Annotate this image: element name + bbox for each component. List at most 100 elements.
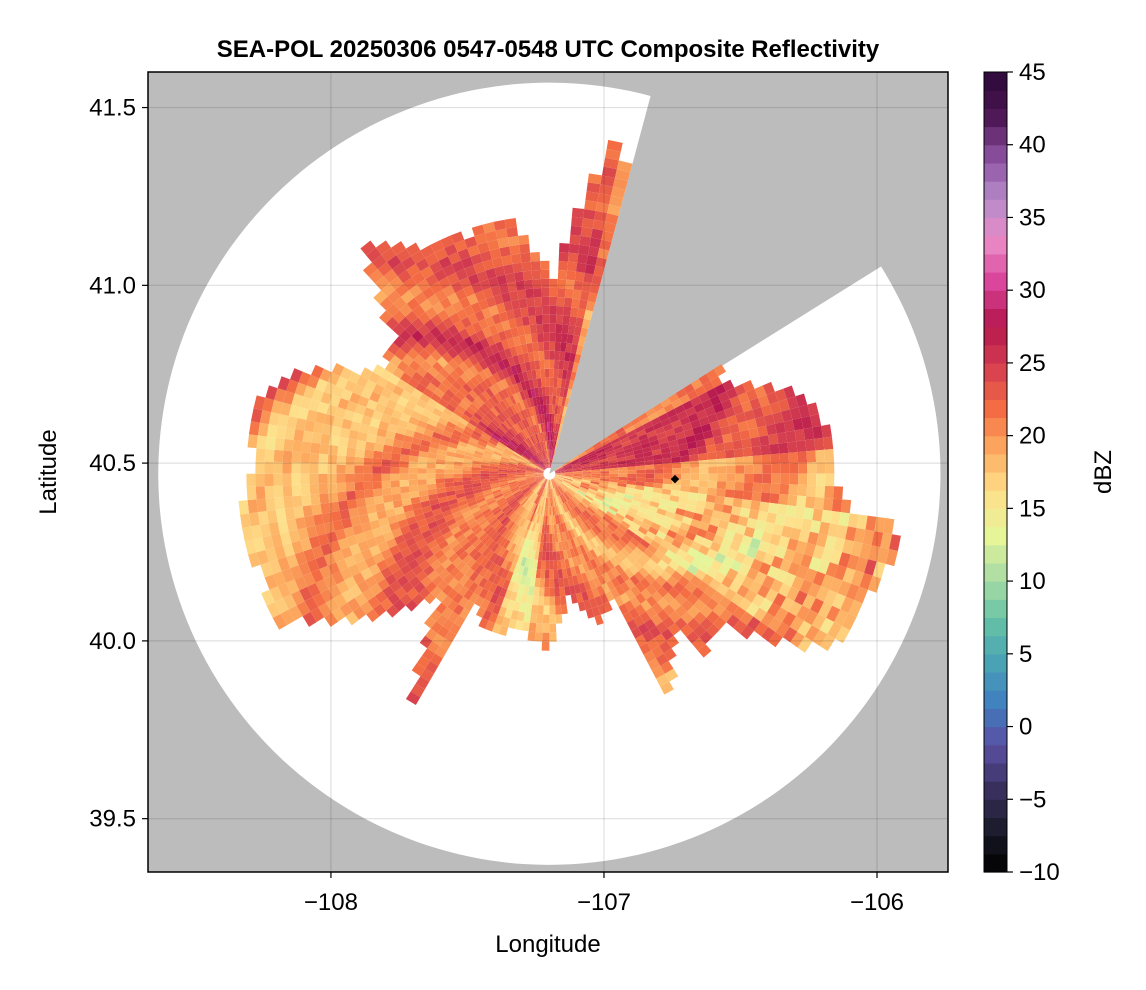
echo-cell [529,446,536,455]
echo-cell [492,508,502,516]
echo-cell [578,582,587,593]
echo-cell [563,492,570,501]
echo-cell [605,148,621,161]
echo-cell [540,515,544,525]
echo-cell [323,381,336,395]
echo-cell [754,385,767,398]
echo-cell [694,385,707,397]
echo-cell [833,537,846,553]
echo-cell [512,582,520,593]
echo-cell [523,488,531,495]
colorbar-band [984,308,1007,328]
echo-cell [291,393,304,408]
echo-cell [466,517,476,526]
echo-cell [537,464,545,471]
echo-cell [478,298,489,311]
echo-cell [562,479,572,484]
echo-cell [347,499,358,510]
echo-cell [570,566,577,577]
echo-cell [807,473,817,486]
echo-cell [491,313,502,325]
echo-cell [633,615,645,628]
echo-cell [482,415,492,424]
echo-cell [411,271,426,285]
echo-cell [407,377,420,389]
echo-cell [550,488,552,498]
echo-cell [575,536,583,546]
echo-cell [447,347,459,359]
echo-cell [789,407,802,420]
echo-cell [528,502,535,512]
echo-cell [707,524,719,535]
echo-cell [783,385,796,399]
echo-cell [596,533,606,543]
echo-cell [408,479,418,487]
echo-cell [480,337,490,349]
echo-cell [652,453,663,461]
echo-cell [679,522,691,532]
echo-cell [471,476,481,481]
echo-cell [549,332,556,342]
echo-cell [807,582,821,599]
echo-cell [408,455,419,463]
echo-cell [616,456,627,462]
echo-cell [596,508,606,516]
echo-cell [253,395,266,411]
echo-cell [707,451,717,460]
echo-cell [437,626,450,639]
echo-cell [494,495,505,502]
echo-cell [545,386,550,396]
echo-cell [554,441,558,451]
echo-cell [476,497,486,504]
echo-cell [440,526,451,536]
echo-cell [439,297,452,310]
echo-cell [546,459,549,468]
echo-cell [629,437,640,445]
echo-cell [380,413,392,424]
echo-cell [815,533,828,548]
echo-cell [589,460,600,465]
echo-cell [468,402,479,413]
echo-cell [549,296,558,306]
echo-cell [726,415,738,426]
echo-cell [654,426,665,435]
echo-cell [626,483,636,489]
echo-cell [390,453,401,461]
echo-cell [492,372,501,383]
echo-cell [509,562,517,573]
echo-cell [582,473,592,476]
echo-cell [758,562,772,576]
echo-cell [622,444,633,451]
echo-cell [689,454,699,462]
echo-cell [697,493,708,502]
echo-cell [531,415,537,426]
echo-cell [524,576,532,587]
echo-cell [684,581,697,594]
echo-cell [336,455,347,465]
echo-cell [329,394,341,408]
echo-cell [562,480,571,486]
echo-cell [671,419,682,429]
echo-cell [819,617,835,635]
echo-cell [424,252,439,266]
echo-cell [551,479,557,488]
echo-cell [455,288,467,301]
echo-cell [344,379,357,393]
echo-cell [487,423,497,432]
echo-cell [774,513,786,526]
echo-cell [558,414,563,424]
echo-cell [651,645,664,659]
echo-cell [592,219,606,231]
echo-cell [735,465,745,474]
echo-cell [291,484,302,497]
echo-cell [594,535,603,546]
echo-cell [529,577,536,587]
echo-cell [561,513,567,523]
echo-cell [715,488,726,497]
echo-cell [571,207,585,218]
echo-cell [463,358,474,370]
echo-cell [413,507,424,517]
echo-cell [456,560,467,572]
echo-cell [549,506,552,516]
echo-cell [411,317,425,331]
